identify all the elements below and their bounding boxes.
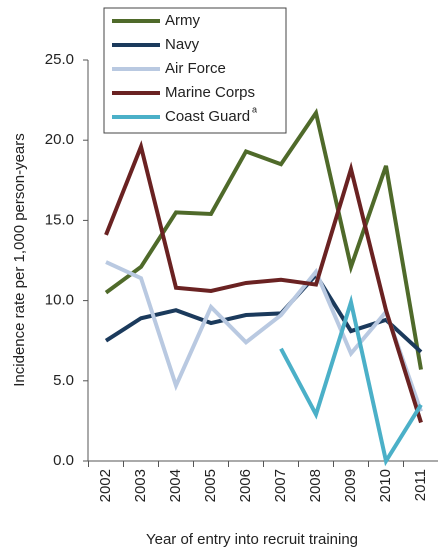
y-tick-label: 5.0 [53,372,74,389]
y-tick-label: 20.0 [45,131,74,148]
x-tick-label: 2003 [132,469,149,502]
y-axis-label: Incidence rate per 1,000 person-years [11,133,28,386]
legend-note: a [252,104,257,114]
series-line [279,294,423,467]
x-tick-label: 2008 [307,469,324,502]
series-line [104,140,423,424]
x-tick-label: 2007 [272,469,289,502]
x-tick-label: 2011 [412,469,429,501]
x-tick-label: 2009 [342,469,359,502]
y-tick-label: 10.0 [45,292,74,309]
x-tick-label: 2010 [377,469,394,502]
legend-label: Air Force [165,60,226,77]
x-tick-label: 2002 [97,469,114,502]
x-axis-label: Year of entry into recruit training [146,531,358,548]
x-tick-label: 2004 [167,469,184,502]
y-tick-label: 25.0 [45,51,74,68]
legend-label: Army [165,12,200,29]
x-tick-label: 2005 [202,469,219,502]
legend-label: Coast Guard [165,108,250,125]
x-tick-label: 2006 [237,469,254,502]
y-tick-label: 0.0 [53,452,74,469]
y-tick-label: 15.0 [45,211,74,228]
series-line [104,108,423,370]
legend-label: Navy [165,36,200,53]
series-line [105,260,423,412]
series-line [104,271,423,354]
legend-label: Marine Corps [165,84,255,101]
